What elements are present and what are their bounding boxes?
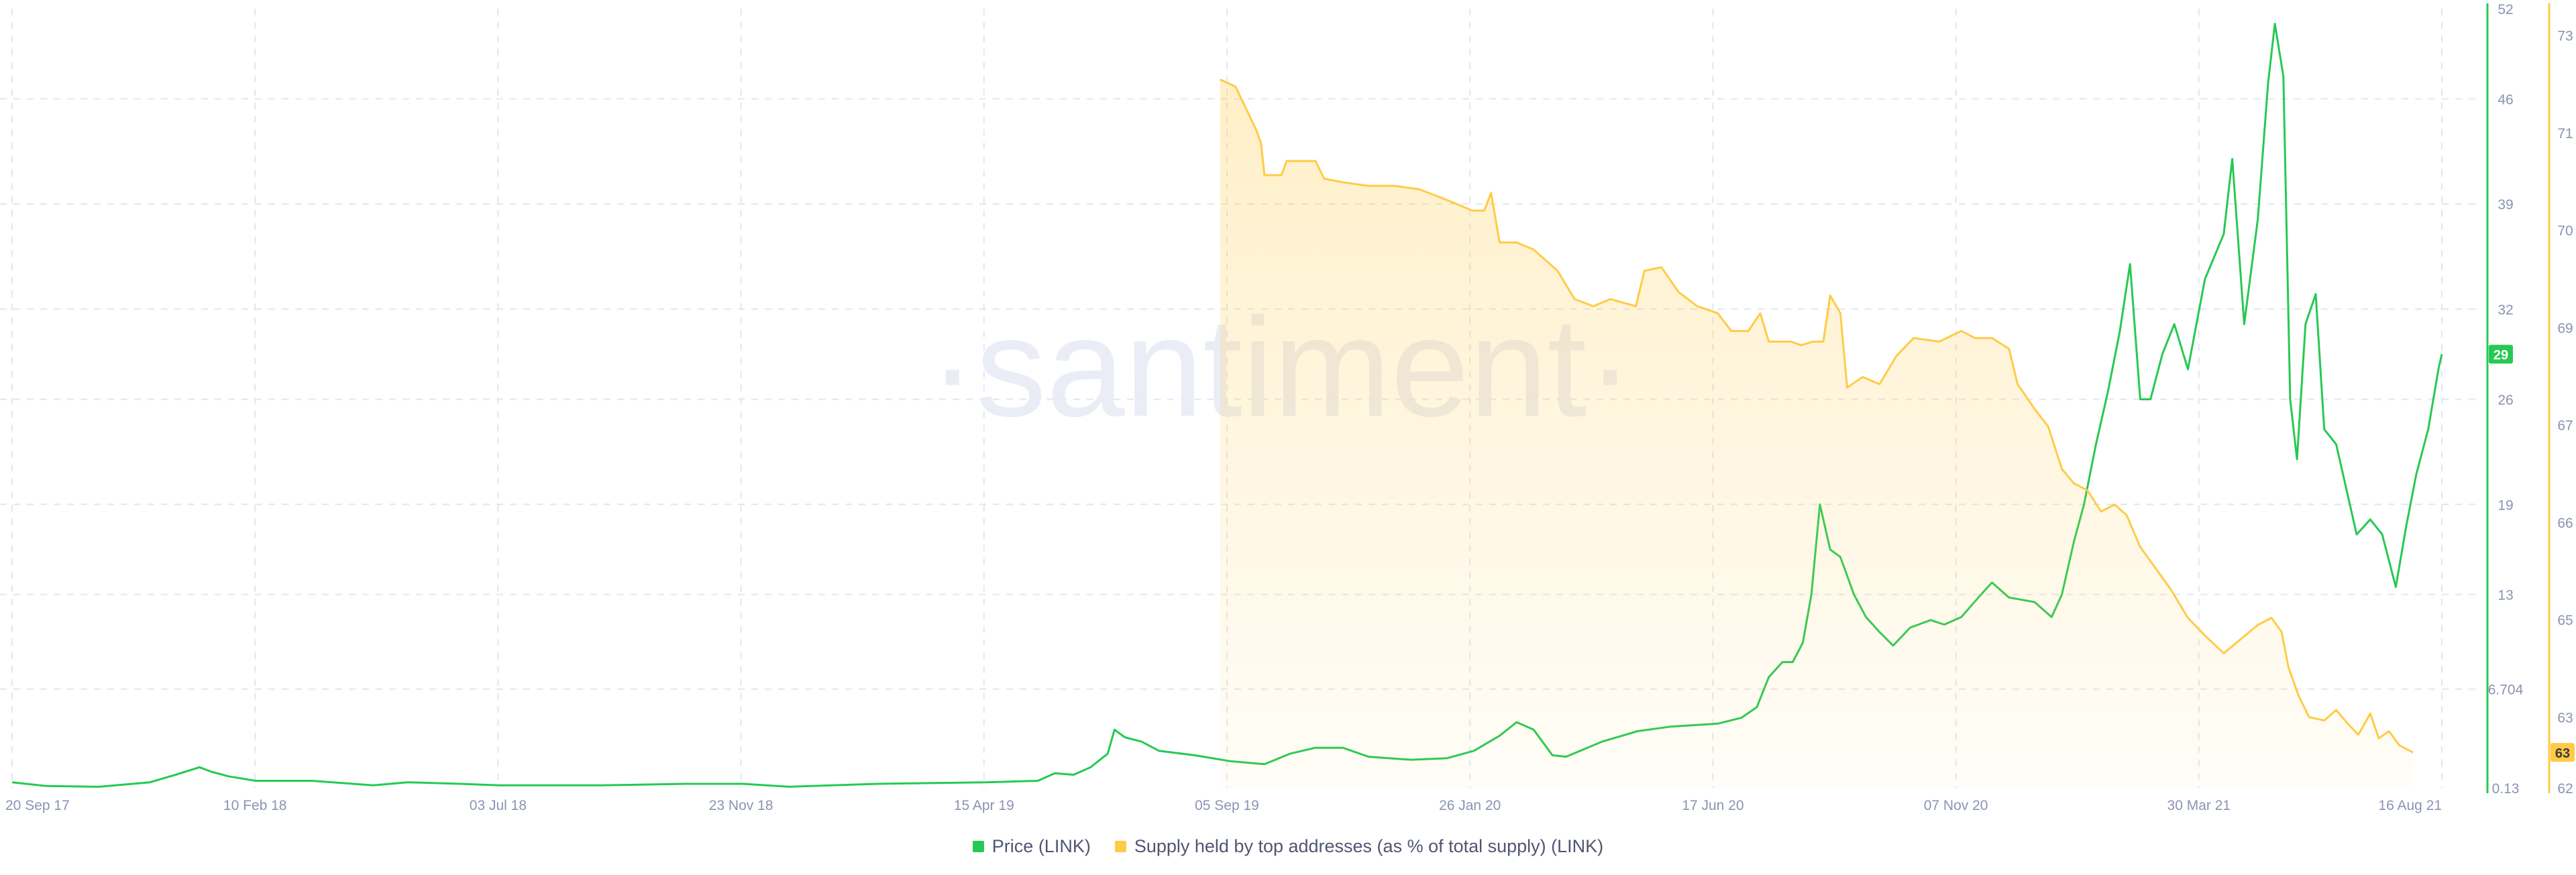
supply-tick-label: 65: [2557, 613, 2573, 628]
x-tick-label: 07 Nov 20: [1924, 798, 1988, 813]
x-tick-label: 30 Mar 21: [2167, 798, 2231, 813]
supply-current-badge: 63: [2555, 746, 2570, 761]
legend: Price (LINK) Supply held by top addresse…: [0, 833, 2576, 860]
legend-item-price[interactable]: Price (LINK): [972, 835, 1091, 857]
x-tick-label: 03 Jul 18: [470, 798, 527, 813]
x-tick-label: 15 Apr 19: [954, 798, 1014, 813]
x-tick-label: 10 Feb 18: [223, 798, 287, 813]
supply-series-line: [1220, 78, 2414, 754]
supply-legend-swatch: [1114, 840, 1126, 852]
supply-tick-label: 63: [2557, 710, 2573, 725]
supply-tick-label: 71: [2557, 126, 2573, 141]
price-legend-swatch: [972, 840, 984, 852]
price-tick-label: 6.704: [2488, 683, 2524, 698]
price-tick-label: 13: [2498, 588, 2513, 603]
price-tick-label: 39: [2498, 197, 2513, 213]
price-tick-label: 26: [2498, 392, 2513, 408]
x-tick-label: 05 Sep 19: [1195, 798, 1259, 813]
x-tick-label: 17 Jun 20: [1682, 798, 1743, 813]
x-tick-label: 20 Sep 17: [5, 798, 70, 813]
price-tick-label: 52: [2498, 2, 2513, 17]
legend-label-supply: Supply held by top addresses (as % of to…: [1134, 835, 1604, 856]
supply-tick-label: 70: [2557, 223, 2573, 239]
legend-label-price: Price (LINK): [991, 835, 1091, 856]
supply-tick-label: 73: [2557, 29, 2573, 44]
x-tick-label: 16 Aug 21: [2378, 798, 2442, 813]
supply-area-fill: [1220, 79, 2413, 789]
price-current-badge-bg: [2489, 345, 2513, 364]
supply-tick-label: 66: [2557, 516, 2573, 531]
supply-tick-label: 62: [2557, 781, 2573, 797]
price-tick-label: 32: [2498, 302, 2513, 318]
price-tick-label: 0.13: [2492, 781, 2520, 797]
x-tick-label: 26 Jan 20: [1439, 798, 1501, 813]
price-tick-label: 19: [2498, 498, 2513, 513]
price-current-badge: 29: [2493, 348, 2508, 363]
price-tick-label: 46: [2498, 92, 2513, 107]
supply-current-badge-bg: [2551, 743, 2575, 762]
supply-tick-label: 67: [2557, 418, 2573, 434]
axes: 20 Sep 17 10 Feb 18 03 Jul 18 23 Nov 18 15 A…: [5, 2, 2575, 813]
series-layer: [11, 22, 2443, 789]
legend-item-supply[interactable]: Supply held by top addresses (as % of to…: [1114, 835, 1604, 857]
x-tick-label: 23 Nov 18: [709, 798, 773, 813]
supply-tick-label: 69: [2557, 320, 2573, 336]
